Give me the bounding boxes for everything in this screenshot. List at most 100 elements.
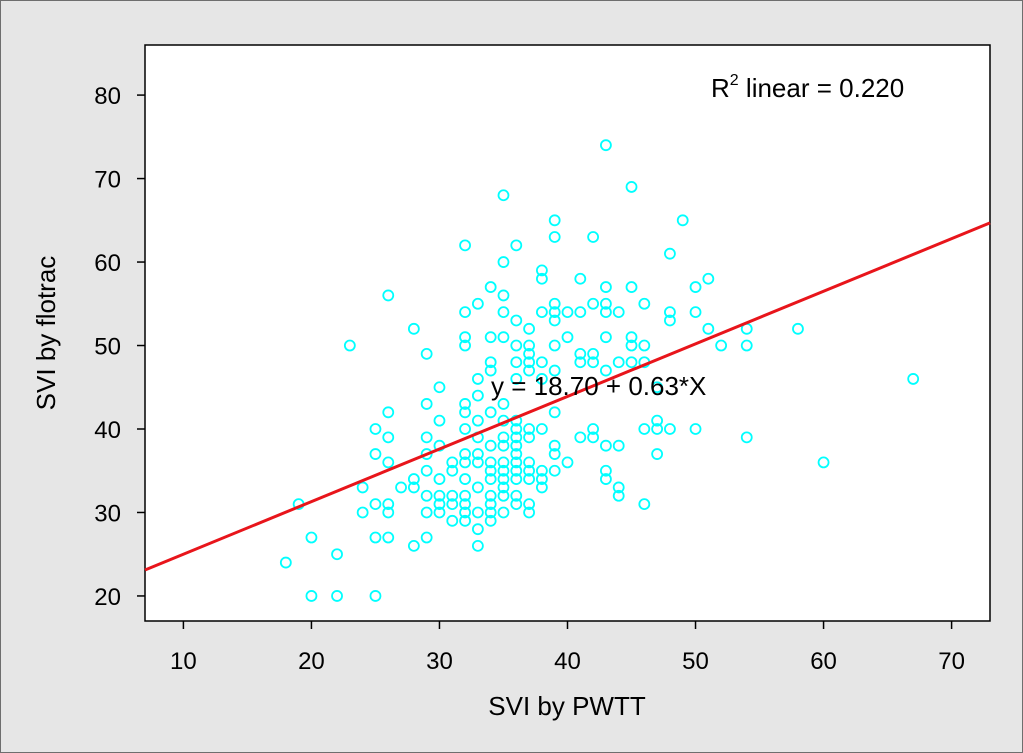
data-point <box>420 347 433 360</box>
data-point <box>369 531 382 544</box>
data-point <box>331 590 343 602</box>
data-point <box>561 456 574 469</box>
data-point <box>471 481 484 494</box>
data-point <box>471 539 484 552</box>
data-point <box>600 473 612 485</box>
data-point <box>548 306 561 319</box>
data-point <box>497 189 510 202</box>
data-point <box>407 539 420 552</box>
data-point <box>471 448 484 460</box>
data-point <box>497 506 510 519</box>
data-point <box>382 456 395 469</box>
data-point <box>497 289 510 302</box>
data-point <box>523 347 535 360</box>
data-point <box>497 398 510 410</box>
data-point <box>459 456 471 469</box>
data-point <box>574 272 587 285</box>
data-point <box>523 339 535 352</box>
x-tick-label: 30 <box>426 648 453 675</box>
data-point <box>535 356 548 369</box>
data-point <box>510 239 523 252</box>
data-point <box>587 423 600 435</box>
data-point <box>638 423 651 435</box>
x-tick-label: 50 <box>682 648 709 675</box>
data-point <box>420 398 433 410</box>
data-point <box>702 272 715 285</box>
data-point <box>459 239 471 252</box>
data-point <box>433 498 446 511</box>
data-point <box>484 406 497 419</box>
data-point <box>382 498 395 511</box>
data-point <box>587 297 600 310</box>
data-point <box>471 373 484 385</box>
data-point <box>369 448 382 460</box>
data-point <box>548 297 561 310</box>
data-point <box>510 489 523 502</box>
data-point <box>510 439 523 452</box>
x-tick-label: 60 <box>810 648 837 675</box>
data-point <box>689 423 702 435</box>
data-point <box>510 423 523 435</box>
data-point <box>523 322 535 335</box>
data-point <box>548 464 561 477</box>
data-point <box>523 364 535 377</box>
data-point <box>420 448 433 460</box>
data-point <box>548 364 561 377</box>
data-point <box>446 464 459 477</box>
data-point <box>651 423 664 435</box>
data-point <box>651 448 664 460</box>
data-point <box>625 331 638 344</box>
data-point <box>382 431 395 444</box>
data-point <box>651 381 664 394</box>
data-point <box>523 498 535 511</box>
x-axis: 10 20 30 40 50 60 70 <box>170 621 965 675</box>
data-point <box>471 523 484 536</box>
data-point <box>420 531 433 544</box>
data-point <box>459 473 471 485</box>
data-point <box>702 322 715 335</box>
data-point <box>305 590 318 602</box>
data-point <box>600 464 612 477</box>
y-tick-label: 50 <box>94 334 121 361</box>
data-point <box>510 339 523 352</box>
data-point <box>535 481 548 494</box>
data-point <box>471 297 484 310</box>
data-point <box>459 339 471 352</box>
data-point <box>484 498 497 511</box>
data-point <box>497 464 510 477</box>
data-point <box>535 423 548 435</box>
data-point <box>535 473 548 485</box>
data-point <box>471 506 484 519</box>
data-point <box>382 531 395 544</box>
data-point <box>382 506 395 519</box>
data-point <box>446 498 459 511</box>
data-point <box>535 264 548 277</box>
data-point <box>715 339 728 352</box>
data-point <box>740 339 753 352</box>
data-point <box>484 473 497 485</box>
data-point <box>331 548 343 561</box>
data-point <box>523 423 535 435</box>
data-point <box>433 381 446 394</box>
data-point <box>395 481 407 494</box>
data-point <box>510 314 523 327</box>
data-point <box>574 306 587 319</box>
data-points <box>279 139 920 602</box>
data-point <box>510 473 523 485</box>
data-point <box>638 498 651 511</box>
x-tick-label: 40 <box>554 648 581 675</box>
data-point <box>459 331 471 344</box>
data-point <box>587 356 600 369</box>
data-point <box>497 306 510 319</box>
data-point <box>497 439 510 452</box>
data-point <box>523 431 535 444</box>
data-point <box>600 364 612 377</box>
data-point <box>548 314 561 327</box>
data-point <box>459 506 471 519</box>
data-point <box>523 464 535 477</box>
r2-annotation: R2 linear = 0.220 <box>711 72 904 103</box>
data-point <box>612 481 625 494</box>
data-point <box>497 489 510 502</box>
data-point <box>907 373 920 385</box>
data-point <box>664 314 676 327</box>
